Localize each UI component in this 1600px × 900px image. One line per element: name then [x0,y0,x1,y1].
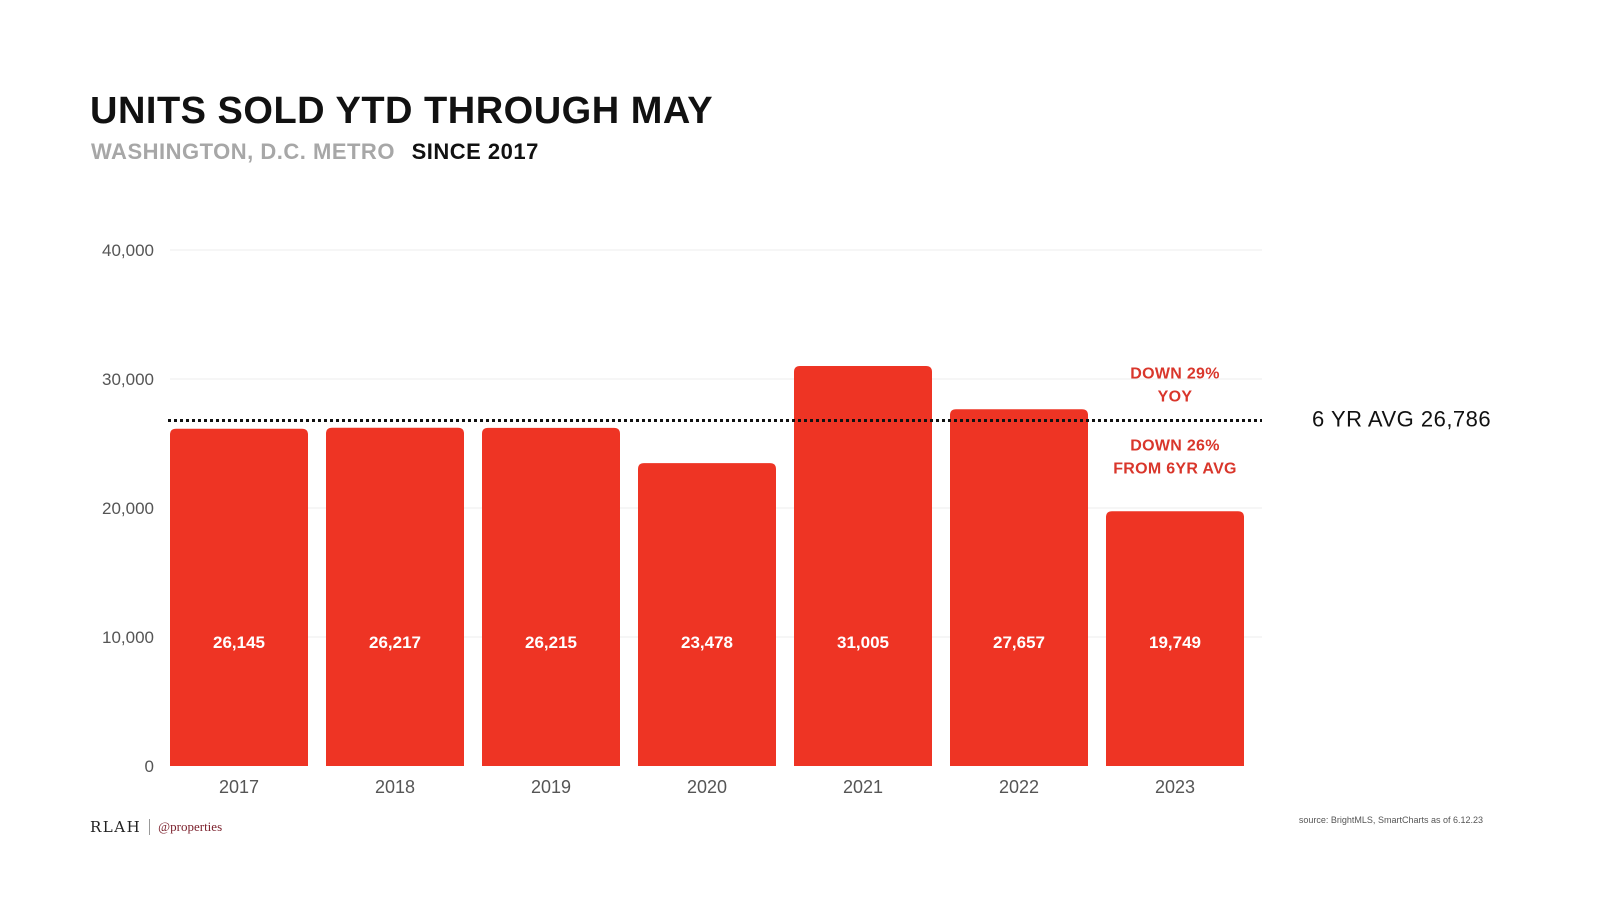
annotation-avg: FROM 6YR AVG [1113,460,1237,477]
bar-value-label: 23,478 [681,633,733,652]
bar [638,463,776,766]
y-tick-label: 40,000 [102,241,154,260]
chart-title: UNITS SOLD YTD THROUGH MAY [90,90,714,132]
bar-value-label: 19,749 [1149,633,1201,652]
x-tick-label: 2017 [219,777,259,797]
bar-value-label: 31,005 [837,633,889,652]
x-tick-label: 2021 [843,777,883,797]
bar-value-labels: 26,145 26,217 26,215 23,478 31,005 27,657 19,7… [213,633,1201,652]
y-axis-ticks: 0 10,000 20,000 30,000 40,000 [102,241,154,776]
bar [950,409,1088,766]
bar-value-label: 26,215 [525,633,577,652]
bar [1106,511,1244,766]
bar [482,427,620,766]
brand-logo: RLAH @properties [90,818,222,836]
bar [170,428,308,766]
x-tick-label: 2018 [375,777,415,797]
x-tick-label: 2020 [687,777,727,797]
annotation-yoy: DOWN 29% [1130,365,1220,382]
x-tick-label: 2022 [999,777,1039,797]
y-tick-label: 30,000 [102,370,154,389]
logo-divider [149,819,151,835]
bar [794,366,932,766]
annotation-avg: DOWN 26% [1130,437,1220,454]
source-note: source: BrightMLS, SmartCharts as of 6.1… [1298,815,1483,825]
y-tick-label: 10,000 [102,628,154,647]
chart-subtitle: WASHINGTON, D.C. METRO SINCE 2017 [91,139,539,165]
average-reference: 6 YR AVG 26,786 [168,406,1491,431]
bar [326,427,464,766]
annotations: DOWN 29% YOY DOWN 26% FROM 6YR AVG [1113,365,1237,477]
bar-value-label: 26,217 [369,633,421,652]
subtitle-location: WASHINGTON, D.C. METRO [91,139,395,164]
x-tick-label: 2019 [531,777,571,797]
bars [170,366,1244,766]
y-tick-label: 20,000 [102,499,154,518]
bar-value-label: 26,145 [213,633,265,652]
x-tick-label: 2023 [1155,777,1195,797]
logo-properties: @properties [158,819,223,834]
x-axis-ticks: 2017 2018 2019 2020 2021 2022 2023 [219,777,1195,797]
logo-rlah: RLAH [90,818,142,836]
subtitle-since: SINCE 2017 [411,139,539,164]
average-label: 6 YR AVG 26,786 [1312,406,1491,431]
bar-value-label: 27,657 [993,633,1045,652]
y-tick-label: 0 [145,757,154,776]
annotation-yoy: YOY [1158,388,1193,405]
